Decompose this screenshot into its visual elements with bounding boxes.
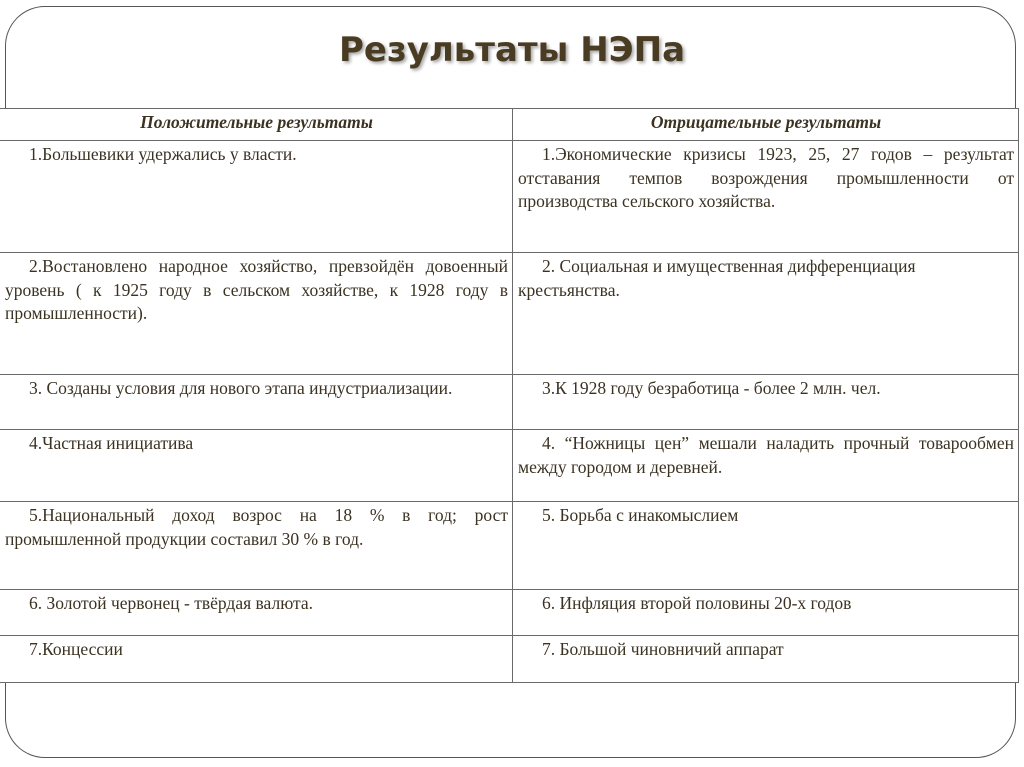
positive-cell: 4.Частная инициатива	[0, 429, 513, 502]
negative-cell: 1.Экономические кризисы 1923, 25, 27 год…	[512, 140, 1019, 253]
negative-cell: 2. Социальная и имущественная дифференци…	[512, 252, 1019, 375]
positive-cell: 7.Концессии	[0, 635, 513, 683]
positive-cell: 2.Востановлено народное хозяйство, превз…	[0, 252, 513, 375]
negative-cell: 6. Инфляция второй половины 20-х годов	[512, 589, 1019, 636]
negative-cell: 7. Большой чиновничий аппарат	[512, 635, 1019, 683]
negative-cell: 4. “Ножницы цен” мешали наладить прочный…	[512, 429, 1019, 502]
table-row: 3. Созданы условия для нового этапа инду…	[0, 374, 1019, 430]
header-negative: Отрицательные результаты	[512, 108, 1019, 141]
table-row: 6. Золотой червонец - твёрдая валюта. 6.…	[0, 589, 1019, 636]
negative-cell: 5. Борьба с инакомыслием	[512, 501, 1019, 590]
table-header-row: Положительные результаты Отрицательные р…	[0, 108, 1019, 141]
table-row: 2.Востановлено народное хозяйство, превз…	[0, 252, 1019, 375]
positive-cell: 5.Национальный доход возрос на 18 % в го…	[0, 501, 513, 590]
table-row: 5.Национальный доход возрос на 18 % в го…	[0, 501, 1019, 590]
table-row: 4.Частная инициатива 4. “Ножницы цен” ме…	[0, 429, 1019, 502]
header-positive: Положительные результаты	[0, 108, 513, 141]
positive-cell: 6. Золотой червонец - твёрдая валюта.	[0, 589, 513, 636]
table-row: 7.Концессии 7. Большой чиновничий аппара…	[0, 635, 1019, 683]
slide-title: Результаты НЭПа	[338, 30, 686, 70]
positive-cell: 1.Большевики удержались у власти.	[0, 140, 513, 253]
positive-cell: 3. Созданы условия для нового этапа инду…	[0, 374, 513, 430]
table-row: 1.Большевики удержались у власти. 1.Экон…	[0, 140, 1019, 253]
results-table: Положительные результаты Отрицательные р…	[0, 108, 1019, 683]
negative-cell: 3.К 1928 году безработица - более 2 млн.…	[512, 374, 1019, 430]
